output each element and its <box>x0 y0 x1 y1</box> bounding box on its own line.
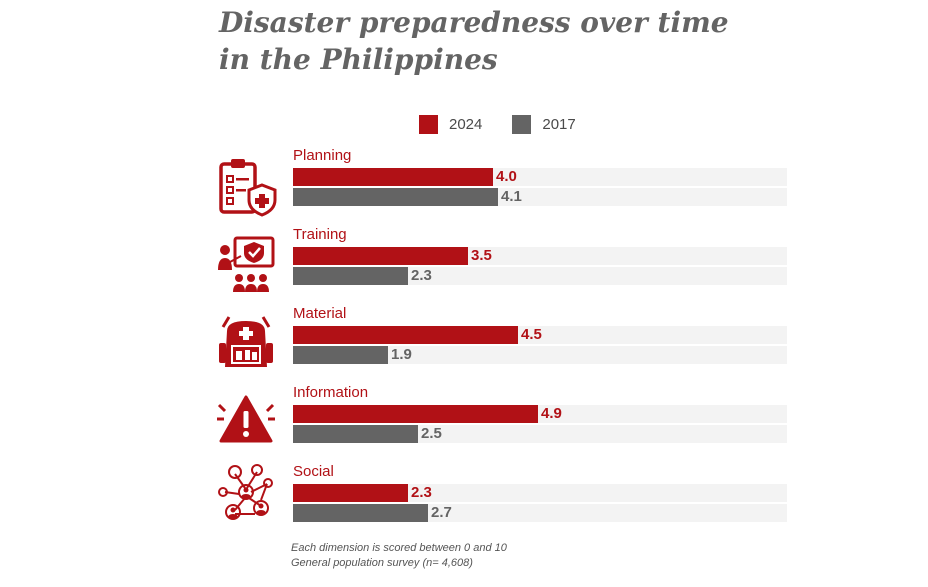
category-label: Material <box>293 305 347 322</box>
data-label-2017: 2.3 <box>411 267 432 284</box>
footnote: Each dimension is scored between 0 and 1… <box>291 541 507 571</box>
bar-2024 <box>293 484 408 502</box>
bar-2024 <box>293 168 493 186</box>
data-label-2024: 3.5 <box>471 247 492 264</box>
category-group-planning: Planning 4.0 4.1 <box>0 147 928 227</box>
bar-2017 <box>293 504 428 522</box>
data-label-2024: 4.5 <box>521 326 542 343</box>
category-label: Information <box>293 384 369 401</box>
category-group-material: Material 4.5 1.9 <box>0 305 928 385</box>
category-group-information: Information 4.9 2.5 <box>0 384 928 464</box>
bar-2017 <box>293 267 408 285</box>
footnote-line-1: Each dimension is scored between 0 and 1… <box>291 542 507 554</box>
bar-2017 <box>293 188 498 206</box>
legend-label-2017: 2017 <box>542 115 576 133</box>
checklist-shield-icon <box>219 159 277 217</box>
category-group-social: Social 2.3 2.7 <box>0 463 928 543</box>
training-people-icon <box>218 236 275 292</box>
bar-track: 2.3 <box>293 484 787 502</box>
chart-title-line-2: in the Philippines <box>219 43 498 76</box>
bar-track: 1.9 <box>293 346 787 364</box>
data-label-2024: 4.9 <box>541 405 562 422</box>
chart-title-line-1: Disaster preparedness over time <box>219 6 729 39</box>
bar-track: 2.3 <box>293 267 787 285</box>
bar-track: 4.0 <box>293 168 787 186</box>
social-network-icon <box>218 464 273 520</box>
warning-triangle-icon <box>217 395 275 443</box>
legend: 2024 2017 <box>419 113 606 135</box>
category-label: Planning <box>293 147 352 164</box>
chart-title: Disaster preparedness over time in the P… <box>219 4 779 78</box>
data-label-2017: 4.1 <box>501 188 522 205</box>
bar-2024 <box>293 326 518 344</box>
footnote-line-2: General population survey (n= 4,608) <box>291 557 473 569</box>
data-label-2017: 1.9 <box>391 346 412 363</box>
data-label-2024: 2.3 <box>411 484 432 501</box>
legend-item-2024: 2024 <box>419 114 483 134</box>
data-label-2017: 2.5 <box>421 425 442 442</box>
data-label-2017: 2.7 <box>431 504 452 521</box>
bar-2017 <box>293 425 418 443</box>
bar-2024 <box>293 405 538 423</box>
bar-track: 4.5 <box>293 326 787 344</box>
bar-2024 <box>293 247 468 265</box>
legend-swatch-2017 <box>512 114 532 134</box>
bar-track: 3.5 <box>293 247 787 265</box>
category-group-training: Training 3.5 2.3 <box>0 226 928 306</box>
category-label: Training <box>293 226 347 243</box>
first-aid-backpack-icon <box>219 316 273 367</box>
legend-label-2024: 2024 <box>449 115 483 133</box>
legend-item-2017: 2017 <box>512 114 576 134</box>
legend-swatch-2024 <box>419 114 438 134</box>
data-label-2024: 4.0 <box>496 168 517 185</box>
bar-2017 <box>293 346 388 364</box>
category-label: Social <box>293 463 334 480</box>
bar-track: 4.1 <box>293 188 787 206</box>
bar-track: 2.5 <box>293 425 787 443</box>
bar-track: 4.9 <box>293 405 787 423</box>
bar-track: 2.7 <box>293 504 787 522</box>
